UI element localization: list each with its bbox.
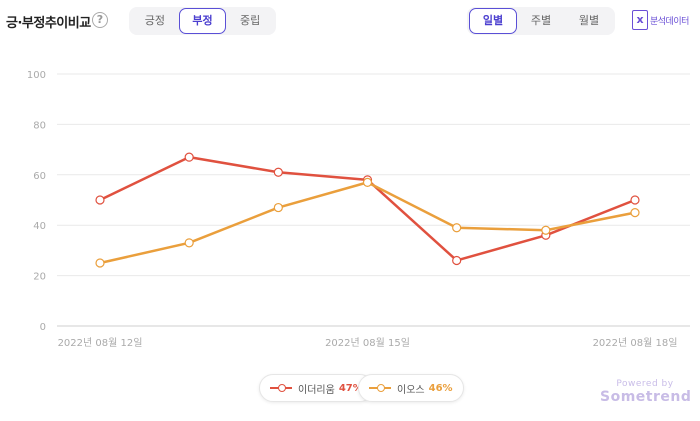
excel-icon: x <box>632 10 648 30</box>
chart-legend: 이더리움 47% 이오스 46% <box>0 374 700 404</box>
period-option-daily[interactable]: 일별 <box>469 8 517 34</box>
y-tick-label: 60 <box>33 171 46 182</box>
powered-by-logo: Powered by Sometrend <box>600 379 692 405</box>
data-point-1 <box>273 202 283 213</box>
legend-item-eos[interactable]: 이오스 46% <box>358 374 464 402</box>
legend-marker-eos <box>369 384 391 392</box>
legend-share: 46% <box>428 382 453 394</box>
sentiment-toggle: 긍정 부정 중립 <box>129 7 276 35</box>
series-line-1 <box>99 181 636 265</box>
period-toggle: 일별 주별 월별 <box>467 7 615 35</box>
data-point-1 <box>362 177 373 187</box>
page-title: 긍·부정추이비교 <box>6 16 91 31</box>
data-point-0 <box>95 195 105 205</box>
data-point-1 <box>95 258 105 268</box>
x-tick-label: 2022년 08월 15일 <box>325 337 410 349</box>
legend-marker-ethereum <box>270 384 292 392</box>
y-tick-label: 80 <box>33 120 46 131</box>
data-point-1 <box>541 225 551 235</box>
chart-header: 긍·부정추이비교 ? 긍정 부정 중립 일별 주별 월별 x 분석데이터 <box>0 0 700 44</box>
sentiment-option-positive[interactable]: 긍정 <box>144 14 165 27</box>
data-point-0 <box>452 255 462 266</box>
legend-item-ethereum[interactable]: 이더리움 47% <box>259 374 374 402</box>
sentiment-option-negative[interactable]: 부정 <box>178 8 227 34</box>
data-point-0 <box>184 152 194 162</box>
x-tick-label: 2022년 08월 18일 <box>593 337 678 349</box>
x-tick-label: 2022년 08월 12일 <box>58 337 143 349</box>
period-option-weekly[interactable]: 주별 <box>530 14 552 27</box>
powered-by-text: Powered by <box>616 379 674 389</box>
analysis-data-button[interactable]: x 분석데이터 <box>632 10 689 30</box>
y-tick-label: 20 <box>33 272 46 283</box>
y-tick-label: 100 <box>27 70 46 81</box>
line-chart: 0 20 40 60 80 100 2022년 08월 12일 2022년 08월 15일 20… <box>27 70 690 349</box>
data-point-0 <box>273 167 283 177</box>
data-point-1 <box>452 223 462 233</box>
data-point-1 <box>630 208 640 218</box>
sentiment-option-neutral[interactable]: 중립 <box>240 14 261 27</box>
brand-name: Sometrend <box>600 389 692 405</box>
y-tick-label: 0 <box>40 322 46 333</box>
analysis-data-label: 분석데이터 <box>650 16 689 27</box>
y-tick-label: 40 <box>33 221 46 232</box>
legend-share: 47% <box>338 382 363 394</box>
legend-label: 이더리움 <box>298 384 335 396</box>
data-point-0 <box>630 195 640 205</box>
period-option-monthly[interactable]: 월별 <box>578 14 600 27</box>
help-icon[interactable]: ? <box>92 12 108 28</box>
legend-label: 이오스 <box>397 384 425 396</box>
data-point-1 <box>184 238 194 248</box>
